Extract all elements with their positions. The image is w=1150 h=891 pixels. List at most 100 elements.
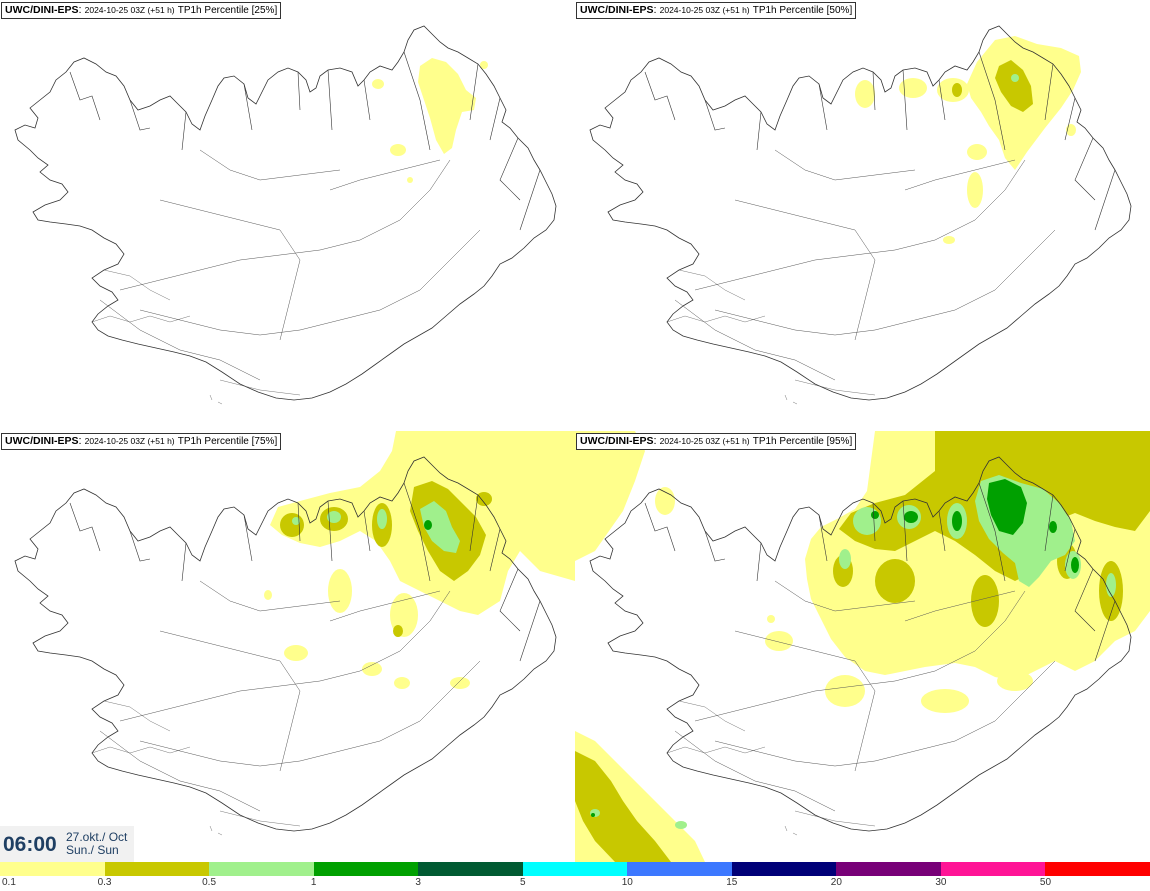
precip-area xyxy=(575,431,645,561)
panel-title: UWC/DINI-EPS: 2024-10-25 03Z (+51 h) TP1… xyxy=(576,433,857,450)
iceland-coastline xyxy=(14,25,557,405)
precip-area xyxy=(418,58,476,154)
precip-field xyxy=(575,431,1150,862)
colorbar-tick-label: 10 xyxy=(621,877,633,888)
precip-area xyxy=(971,575,999,627)
precip-map xyxy=(589,25,1132,405)
model-source: UWC/DINI-EPS xyxy=(580,4,654,16)
precip-area xyxy=(767,615,775,623)
precip-area xyxy=(424,520,432,530)
colorbar-ticks: 0.1 0.3 0.5 1 3 5 10 15 20 30 50 xyxy=(0,876,1150,891)
precip-area xyxy=(280,513,304,537)
precip-map xyxy=(14,25,557,405)
model-source: UWC/DINI-EPS xyxy=(5,4,79,16)
colorbar-tick-label: 50 xyxy=(1039,877,1052,888)
precip-area xyxy=(284,645,308,661)
colorbar-tick-label: 3 xyxy=(415,877,421,888)
precip-area xyxy=(987,479,1027,535)
precip-area xyxy=(855,80,875,108)
colorbar-segment xyxy=(104,862,210,876)
precip-area xyxy=(871,511,879,519)
valid-date-line1: 27.okt./ Oct xyxy=(66,830,128,844)
valid-time: 06:00 xyxy=(3,833,57,856)
precip-area xyxy=(328,569,352,613)
map-panel-p95: UWC/DINI-EPS: 2024-10-25 03Z (+51 h) TP1… xyxy=(575,431,1150,862)
precip-area xyxy=(853,507,881,535)
precip-area xyxy=(943,236,955,244)
variable-label: TP1h Percentile [95%] xyxy=(752,436,853,447)
variable-label: TP1h Percentile [50%] xyxy=(752,5,853,16)
precip-area xyxy=(372,79,384,89)
colorbar-segment xyxy=(731,862,837,876)
precip-area xyxy=(1106,573,1116,597)
precip-area xyxy=(967,144,987,160)
map-panel-p25: UWC/DINI-EPS: 2024-10-25 03Z (+51 h) TP1… xyxy=(0,0,575,431)
variable-label: TP1h Percentile [75%] xyxy=(177,436,278,447)
precip-area xyxy=(575,751,671,862)
panel-title: UWC/DINI-EPS: 2024-10-25 03Z (+51 h) TP1… xyxy=(576,2,857,19)
precip-area xyxy=(921,689,969,713)
precip-area xyxy=(591,813,595,817)
precip-area xyxy=(904,511,918,523)
precip-area xyxy=(264,590,272,600)
colorbar-tick-label: 0.3 xyxy=(97,877,112,888)
precip-field xyxy=(264,431,575,689)
precip-area xyxy=(675,821,687,829)
colorbar-segment xyxy=(522,862,628,876)
precip-area xyxy=(292,517,300,525)
colorbar-tick-label: 20 xyxy=(830,877,842,888)
run-time: 2024-10-25 03Z (+51 h) xyxy=(659,436,750,446)
precip-area xyxy=(394,677,410,689)
precip-area xyxy=(450,677,470,689)
precip-area xyxy=(952,83,962,97)
variable-label: TP1h Percentile [25%] xyxy=(177,5,278,16)
valid-time-box: 06:00 27.okt./ Oct Sun./ Sun xyxy=(0,826,134,862)
map-panel-p50: UWC/DINI-EPS: 2024-10-25 03Z (+51 h) TP1… xyxy=(575,0,1150,431)
colorbar-segment xyxy=(313,862,419,876)
precip-area xyxy=(1066,124,1076,136)
precip-map xyxy=(14,431,575,836)
precip-area xyxy=(407,177,413,183)
precip-area xyxy=(1011,74,1019,82)
run-time: 2024-10-25 03Z (+51 h) xyxy=(84,436,175,446)
precip-area xyxy=(825,675,865,707)
valid-date: 27.okt./ Oct Sun./ Sun xyxy=(66,831,127,857)
panel-title: UWC/DINI-EPS: 2024-10-25 03Z (+51 h) TP1… xyxy=(1,2,282,19)
colorbar-tick-label: 15 xyxy=(726,877,738,888)
colorbar-segment xyxy=(627,862,732,876)
precip-area xyxy=(1049,521,1057,533)
colorbar-segment xyxy=(836,862,941,876)
colorbar-tick-label: 5 xyxy=(519,877,526,888)
colorbar-tick-label: 0.1 xyxy=(2,877,16,888)
precip-area xyxy=(967,172,983,208)
precip-area xyxy=(839,549,851,569)
colorbar-segment xyxy=(418,862,523,876)
precip-area xyxy=(899,78,927,98)
panel-title: UWC/DINI-EPS: 2024-10-25 03Z (+51 h) TP1… xyxy=(1,433,282,450)
precip-area xyxy=(390,144,406,156)
precip-area xyxy=(765,631,793,651)
precip-area xyxy=(875,559,915,603)
precip-area xyxy=(420,501,460,553)
precip-area xyxy=(362,662,382,676)
precip-area xyxy=(393,625,403,637)
precip-area xyxy=(1071,557,1079,573)
colorbar-segment xyxy=(209,862,314,876)
precip-map xyxy=(575,431,1150,862)
precip-area xyxy=(476,492,492,506)
colorbar-tick-label: 0.5 xyxy=(202,877,217,888)
precip-area xyxy=(655,487,675,515)
colorbar-segment xyxy=(1045,862,1150,876)
valid-date-line2: Sun./ Sun xyxy=(66,843,119,857)
colorbar xyxy=(0,862,1150,876)
colorbar-tick-label: 30 xyxy=(935,877,947,888)
colorbar-segment xyxy=(940,862,1046,876)
precip-field xyxy=(855,36,1081,244)
precip-area xyxy=(952,511,962,531)
precip-area xyxy=(377,509,387,529)
colorbar-tick-label: 1 xyxy=(310,877,317,888)
precip-field xyxy=(372,58,488,183)
run-time: 2024-10-25 03Z (+51 h) xyxy=(659,5,750,15)
precip-area xyxy=(997,671,1033,691)
precip-area xyxy=(327,511,341,523)
